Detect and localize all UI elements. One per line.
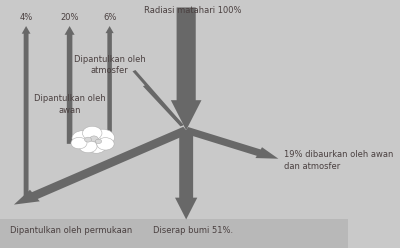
Text: Dipantulkan oleh
awan: Dipantulkan oleh awan xyxy=(34,94,106,115)
Text: 19% dibaurkan oleh awan
dan atmosfer: 19% dibaurkan oleh awan dan atmosfer xyxy=(284,150,393,171)
Polygon shape xyxy=(132,70,186,130)
Polygon shape xyxy=(184,127,278,159)
FancyBboxPatch shape xyxy=(0,219,348,248)
Circle shape xyxy=(91,129,114,146)
Circle shape xyxy=(72,131,93,146)
Text: Radiasi matahari 100%: Radiasi matahari 100% xyxy=(144,6,242,15)
Polygon shape xyxy=(143,85,186,130)
Polygon shape xyxy=(106,26,114,144)
Text: 6%: 6% xyxy=(103,13,116,22)
Polygon shape xyxy=(175,130,197,219)
Text: 4%: 4% xyxy=(20,13,33,22)
Circle shape xyxy=(71,137,87,149)
Circle shape xyxy=(87,139,106,153)
Circle shape xyxy=(82,126,102,140)
Circle shape xyxy=(90,136,98,142)
Circle shape xyxy=(84,137,92,142)
Polygon shape xyxy=(14,127,189,205)
Circle shape xyxy=(79,140,97,153)
Text: 20%: 20% xyxy=(60,13,79,22)
Circle shape xyxy=(95,139,102,144)
Polygon shape xyxy=(171,7,202,130)
Text: Diserap bumi 51%.: Diserap bumi 51%. xyxy=(153,226,233,235)
Circle shape xyxy=(97,138,114,150)
Text: Dipantulkan oleh permukaan: Dipantulkan oleh permukaan xyxy=(10,226,133,235)
Polygon shape xyxy=(22,26,30,198)
Circle shape xyxy=(78,130,106,150)
Polygon shape xyxy=(64,26,75,144)
Text: Dipantulkan oleh
atmosfer: Dipantulkan oleh atmosfer xyxy=(74,55,146,75)
